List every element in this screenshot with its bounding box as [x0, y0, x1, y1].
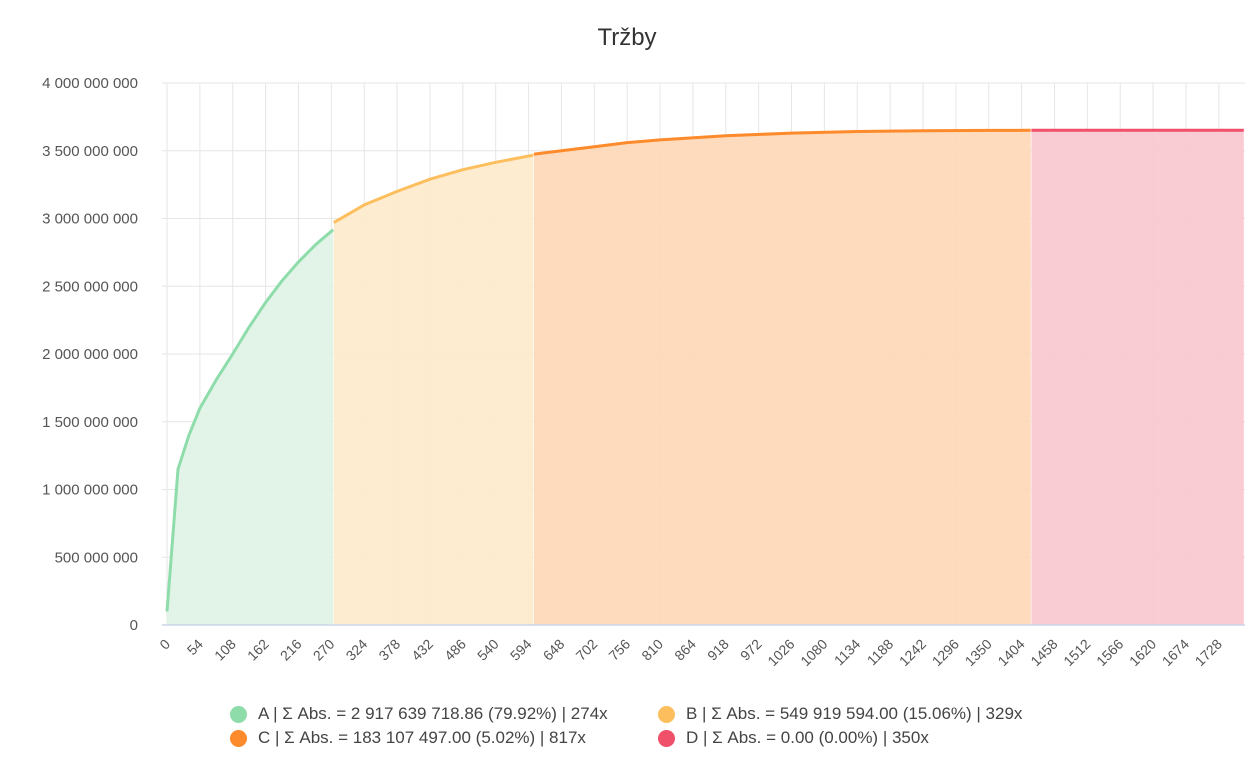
- series-area-b: [333, 155, 534, 625]
- x-tick-label: 432: [408, 636, 436, 664]
- x-tick-label: 1188: [864, 636, 897, 669]
- y-tick-label: 3 500 000 000: [42, 143, 138, 160]
- x-tick-label: 756: [605, 636, 633, 664]
- legend-dot-c: [230, 729, 247, 747]
- x-tick-label: 1620: [1126, 636, 1159, 669]
- x-tick-label: 1728: [1192, 636, 1225, 669]
- legend: A | Σ Abs. = 2 917 639 718.86 (79.92%) |…: [230, 704, 1078, 748]
- series-area-d: [1031, 130, 1244, 626]
- y-tick-label: 2 000 000 000: [42, 346, 138, 363]
- y-tick-label: 2 500 000 000: [42, 278, 138, 295]
- chart: 0 500 000 000 1 000 000 000 1 500 000 000 2 …: [42, 75, 1245, 669]
- series-area-c: [534, 130, 1031, 626]
- y-tick-label: 4 000 000 000: [42, 75, 138, 92]
- series-area-a: [167, 229, 334, 625]
- x-tick-label: 1512: [1060, 636, 1093, 669]
- x-tick-label: 810: [638, 636, 666, 664]
- y-tick-label: 1 000 000 000: [42, 482, 138, 499]
- x-tick-label: 1404: [994, 636, 1027, 669]
- y-tick-label: 1 500 000 000: [42, 414, 138, 431]
- x-tick-label: 864: [671, 636, 699, 664]
- x-tick-label: 594: [507, 636, 535, 664]
- legend-dot-a: [230, 705, 247, 723]
- legend-item-d[interactable]: D | Σ Abs. = 0.00 (0.00%) | 350x: [658, 728, 1078, 748]
- x-tick-label: 486: [441, 636, 469, 664]
- series-line-b: [333, 153, 534, 224]
- x-tick-label: 918: [704, 636, 732, 664]
- x-tick-label: 1242: [896, 636, 929, 669]
- x-tick-label: 702: [573, 636, 601, 664]
- x-tick-label: 216: [277, 636, 305, 664]
- x-tick-label: 1350: [962, 636, 995, 669]
- series-line-a: [165, 228, 335, 612]
- x-tick-label: 1566: [1093, 636, 1126, 669]
- x-tick-label: 324: [343, 636, 371, 664]
- x-tick-label: 1134: [831, 636, 864, 669]
- x-tick-label: 0: [156, 636, 173, 653]
- x-tick-label: 162: [244, 636, 272, 664]
- legend-dot-d: [658, 729, 675, 747]
- x-tick-label: 270: [310, 636, 338, 664]
- legend-label-a: A | Σ Abs. = 2 917 639 718.86 (79.92%) |…: [258, 704, 608, 723]
- y-tick-label: 3 000 000 000: [42, 211, 138, 228]
- x-tick-label: 1674: [1159, 636, 1192, 669]
- legend-dot-b: [658, 705, 675, 723]
- series-line-c: [533, 128, 1031, 156]
- legend-item-b[interactable]: B | Σ Abs. = 549 919 594.00 (15.06%) | 3…: [658, 704, 1078, 724]
- x-tick-label: 1080: [797, 636, 830, 669]
- x-tick-label: 1296: [929, 636, 962, 669]
- x-tick-label: 1026: [764, 636, 797, 669]
- y-tick-label: 0: [130, 617, 138, 634]
- legend-label-d: D | Σ Abs. = 0.00 (0.00%) | 350x: [686, 728, 929, 747]
- x-tick-label: 54: [184, 636, 206, 658]
- x-tick-label: 540: [474, 636, 502, 664]
- y-tick-label: 500 000 000: [55, 549, 138, 566]
- x-tick-label: 1458: [1027, 636, 1060, 669]
- x-tick-label: 972: [737, 636, 765, 664]
- x-tick-label: 648: [540, 636, 568, 664]
- x-tick-label: 108: [211, 636, 239, 664]
- legend-item-c[interactable]: C | Σ Abs. = 183 107 497.00 (5.02%) | 81…: [230, 728, 658, 748]
- chart-title: Tržby: [597, 24, 657, 51]
- legend-label-b: B | Σ Abs. = 549 919 594.00 (15.06%) | 3…: [686, 704, 1023, 723]
- legend-item-a[interactable]: A | Σ Abs. = 2 917 639 718.86 (79.92%) |…: [230, 704, 658, 724]
- legend-label-c: C | Σ Abs. = 183 107 497.00 (5.02%) | 81…: [258, 728, 586, 747]
- x-tick-label: 378: [375, 636, 403, 664]
